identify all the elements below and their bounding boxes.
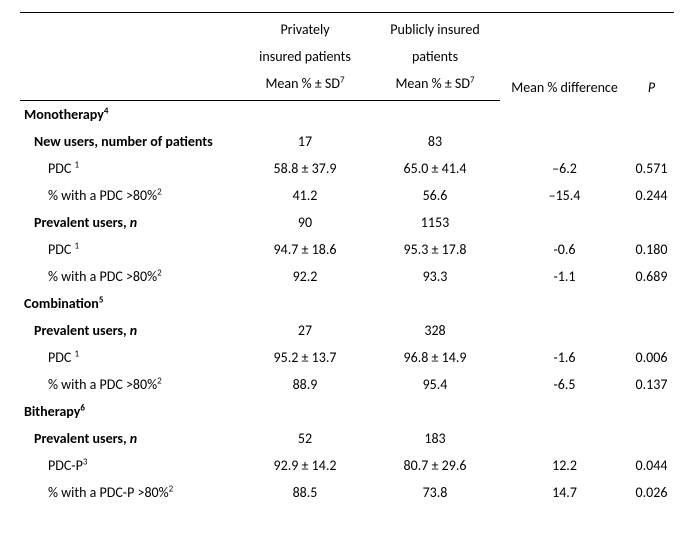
row-bith-prev-pdcp: PDC-P3 92.9 ± 14.2 80.7 ± 29.6 12.2 0.04… xyxy=(20,452,674,479)
row-mono-new-n: New users, number of patients 17 83 xyxy=(20,128,674,155)
hdr-public-2: patients xyxy=(370,43,500,70)
row-bith-prev-pct: % with a PDC-P >80%2 88.5 73.8 14.7 0.02… xyxy=(20,479,674,506)
row-mono-prev-pct: % with a PDC >80%2 92.2 93.3 -1.1 0.689 xyxy=(20,263,674,290)
row-combo-prev-pct: % with a PDC >80%2 88.9 95.4 -6.5 0.137 xyxy=(20,371,674,398)
section-bith: Bitherapy6 xyxy=(20,398,674,425)
row-mono-prev-n: Prevalent users, n 90 1153 xyxy=(20,209,674,236)
hdr-p: P xyxy=(629,43,674,101)
row-combo-prev-n: Prevalent users, n 27 328 xyxy=(20,317,674,344)
section-mono: Monotherapy4 xyxy=(20,101,674,129)
section-combo: Combination5 xyxy=(20,290,674,317)
hdr-private-3: Mean % ± SD7 xyxy=(240,70,370,101)
header-row-1: Privately Publicly insured xyxy=(20,13,674,44)
hdr-private-1: Privately xyxy=(240,13,370,44)
row-combo-prev-pdc: PDC 1 95.2 ± 13.7 96.8 ± 14.9 -1.6 0.006 xyxy=(20,344,674,371)
hdr-diff: Mean % difference xyxy=(500,43,629,101)
row-bith-prev-n: Prevalent users, n 52 183 xyxy=(20,425,674,452)
table: Privately Publicly insured insured patie… xyxy=(20,12,674,506)
hdr-public-1: Publicly insured xyxy=(370,13,500,44)
row-mono-new-pdc: PDC 1 58.8 ± 37.9 65.0 ± 41.4 –6.2 0.571 xyxy=(20,155,674,182)
header-row-2: insured patients patients Mean % differe… xyxy=(20,43,674,70)
hdr-public-3: Mean % ± SD7 xyxy=(370,70,500,101)
row-mono-prev-pdc: PDC 1 94.7 ± 18.6 95.3 ± 17.8 -0.6 0.180 xyxy=(20,236,674,263)
row-mono-new-pct: % with a PDC >80%2 41.2 56.6 –15.4 0.244 xyxy=(20,182,674,209)
hdr-private-2: insured patients xyxy=(240,43,370,70)
